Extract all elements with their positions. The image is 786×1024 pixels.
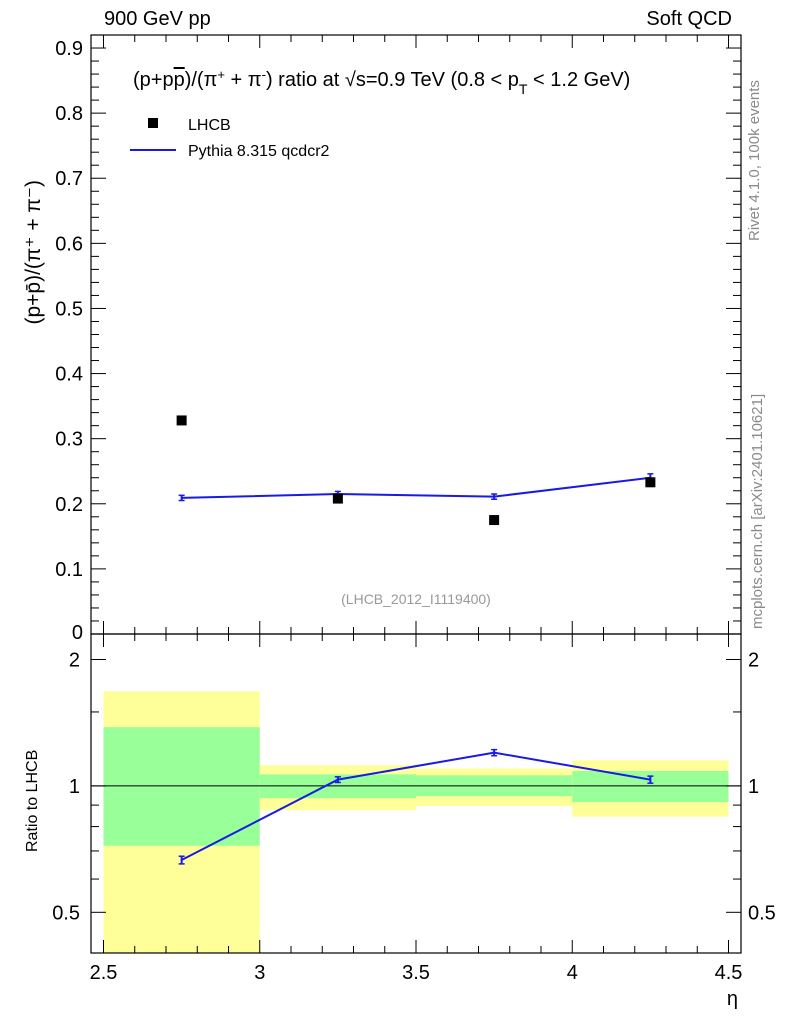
mc-line-ratio bbox=[181, 751, 651, 861]
chart-title: (p+pp)/(π+ + π-) ratio at √s=0.9 TeV (0.… bbox=[133, 67, 630, 98]
legend-label-mc: Pythia 8.315 qcdcr2 bbox=[188, 143, 330, 160]
x-tick-label: 4 bbox=[567, 962, 578, 984]
legend-marker-data bbox=[148, 118, 158, 128]
title-part: < 1.2 GeV) bbox=[527, 69, 630, 91]
y-tick-label-main: 0.1 bbox=[55, 559, 83, 581]
data-point bbox=[332, 493, 343, 504]
title-sup: + bbox=[217, 67, 225, 82]
y-tick-label-main: 0.8 bbox=[55, 103, 83, 125]
y-tick-label-ratio-right: 0.5 bbox=[748, 902, 776, 924]
title-part: √s=0.9 TeV (0.8 < p bbox=[345, 69, 519, 91]
y-tick-label-ratio: 1 bbox=[69, 776, 80, 798]
y-tick-label-ratio-right: 2 bbox=[748, 649, 759, 671]
title-sup: - bbox=[262, 67, 266, 82]
title-part: (p+p bbox=[133, 69, 174, 91]
y-tick-label-ratio-right: 1 bbox=[748, 776, 759, 798]
title-part: )/(π bbox=[185, 69, 218, 91]
data-point bbox=[645, 477, 656, 488]
title-part: + π bbox=[225, 69, 262, 91]
y-tick-label-main: 0.5 bbox=[55, 298, 83, 320]
header-right: Soft QCD bbox=[646, 8, 732, 30]
y-tick-label-ratio: 2 bbox=[69, 649, 80, 671]
y-tick-label-zero: 0 bbox=[72, 622, 83, 644]
legend-label-data: LHCB bbox=[188, 117, 231, 134]
y-axis-label-main: (p+p̄)/(π⁺ + π⁻) bbox=[22, 180, 45, 325]
x-tick-label: 3 bbox=[254, 962, 265, 984]
title-pbar: p bbox=[174, 69, 185, 91]
y-axis-label-ratio: Ratio to LHCB bbox=[24, 750, 41, 852]
y-tick-label-main: 0.3 bbox=[55, 429, 83, 451]
x-tick-label: 2.5 bbox=[90, 962, 118, 984]
x-tick-label: 4.5 bbox=[715, 962, 743, 984]
title-part: ) ratio at bbox=[266, 69, 345, 91]
y-tick-label-main: 0.6 bbox=[55, 233, 83, 255]
y-tick-label-main: 0.2 bbox=[55, 494, 83, 516]
y-tick-label-main: 0.7 bbox=[55, 168, 83, 190]
mc-line-main bbox=[181, 476, 651, 499]
title-sub: T bbox=[519, 81, 528, 97]
x-axis-label: η bbox=[727, 988, 738, 1010]
data-point bbox=[489, 515, 500, 526]
data-point bbox=[176, 415, 187, 426]
y-tick-label-main: 0.9 bbox=[55, 38, 83, 60]
ratio-band-inner bbox=[103, 727, 260, 846]
header-left: 900 GeV pp bbox=[104, 8, 211, 30]
x-tick-label: 3.5 bbox=[402, 962, 430, 984]
y-tick-label-ratio: 0.5 bbox=[52, 902, 80, 924]
analysis-watermark: (LHCB_2012_I1119400) bbox=[341, 591, 491, 607]
y-tick-label-main: 0.4 bbox=[55, 364, 83, 386]
